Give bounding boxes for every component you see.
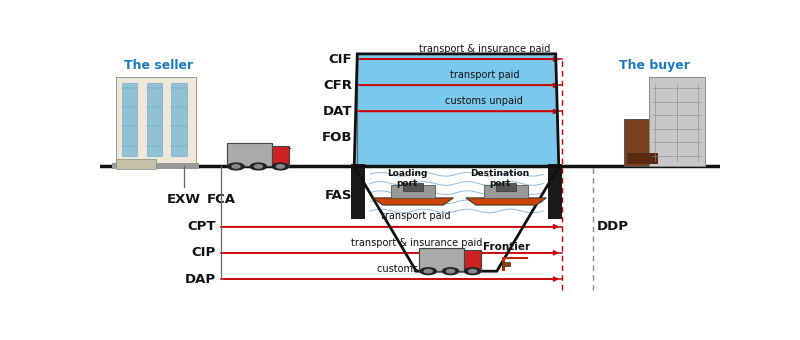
Bar — [272, 146, 289, 167]
Bar — [403, 184, 423, 191]
Text: CIP: CIP — [192, 246, 216, 259]
Polygon shape — [354, 54, 558, 167]
Circle shape — [469, 270, 477, 273]
Bar — [464, 250, 482, 271]
Text: CPT: CPT — [187, 220, 216, 233]
Circle shape — [254, 165, 262, 168]
Bar — [351, 164, 365, 219]
Text: Loading
port: Loading port — [386, 169, 427, 188]
Text: FOB: FOB — [322, 131, 352, 144]
Bar — [171, 83, 187, 156]
Text: FCA: FCA — [206, 193, 235, 206]
Circle shape — [446, 270, 454, 273]
Bar — [502, 262, 510, 267]
Circle shape — [465, 268, 481, 275]
Text: Frontier: Frontier — [482, 241, 530, 252]
Circle shape — [420, 268, 436, 275]
Bar — [627, 153, 658, 164]
Text: FAS: FAS — [325, 189, 352, 202]
Text: The buyer: The buyer — [619, 59, 690, 72]
Text: EXW: EXW — [166, 193, 201, 206]
Text: CIF: CIF — [329, 53, 352, 66]
Bar — [548, 164, 562, 219]
Polygon shape — [373, 198, 454, 205]
Circle shape — [228, 163, 244, 170]
Bar — [624, 119, 661, 167]
Bar — [419, 248, 464, 271]
Bar — [505, 257, 529, 259]
Bar — [112, 163, 199, 169]
Bar — [484, 185, 528, 198]
Bar — [391, 185, 435, 198]
Text: Destination
port: Destination port — [470, 169, 530, 188]
Text: customs unpaid: customs unpaid — [378, 264, 455, 274]
Circle shape — [250, 163, 266, 170]
Bar — [115, 158, 156, 169]
Circle shape — [232, 165, 240, 168]
Circle shape — [272, 163, 289, 170]
Circle shape — [276, 165, 285, 168]
Text: DDP: DDP — [597, 220, 629, 233]
Text: First carrier: First carrier — [231, 146, 291, 156]
Bar — [122, 83, 138, 156]
Polygon shape — [354, 167, 558, 271]
Text: DAP: DAP — [185, 273, 216, 286]
Bar — [649, 78, 705, 167]
Text: transport & insurance paid: transport & insurance paid — [350, 238, 482, 248]
Text: DAT: DAT — [323, 105, 352, 118]
Bar — [146, 83, 162, 156]
Circle shape — [424, 270, 432, 273]
Bar — [496, 184, 516, 191]
Text: CFR: CFR — [323, 79, 352, 92]
Text: The seller: The seller — [124, 59, 194, 72]
Text: transport paid: transport paid — [450, 70, 519, 80]
Text: transport & insurance paid: transport & insurance paid — [418, 44, 550, 54]
Text: transport paid: transport paid — [382, 211, 451, 221]
Bar — [115, 78, 196, 167]
Bar — [227, 143, 272, 167]
Polygon shape — [466, 198, 546, 205]
Circle shape — [442, 268, 458, 275]
Bar — [502, 257, 505, 271]
Text: customs unpaid: customs unpaid — [446, 96, 523, 106]
